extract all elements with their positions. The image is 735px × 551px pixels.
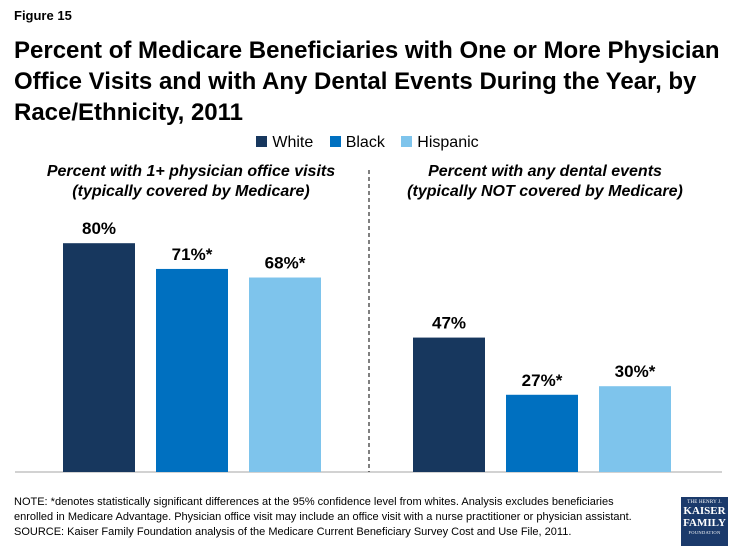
legend-label-white: White <box>272 134 314 151</box>
bar-office-visits-hispanic <box>249 277 321 472</box>
footnote-line2: enrolled in Medicare Advantage. Physicia… <box>14 511 632 523</box>
data-label-office-visits-black: 71%* <box>172 245 213 264</box>
legend-label-hispanic: Hispanic <box>417 134 479 151</box>
data-label-office-visits-white: 80% <box>82 219 116 238</box>
legend-label-black: Black <box>345 134 385 151</box>
bar-dental-white <box>413 337 485 472</box>
footnote: NOTE: *denotes statistically significant… <box>14 495 674 540</box>
legend-item-white: White <box>256 134 313 152</box>
left-panel-title: Percent with 1+ physician office visits … <box>16 162 366 202</box>
right-panel-title-line2: (typically NOT covered by Medicare) <box>407 183 683 200</box>
logo-line3: FAMILY <box>683 517 726 529</box>
data-label-dental-white: 47% <box>432 314 466 333</box>
bar-dental-hispanic <box>599 386 671 472</box>
legend-swatch-hispanic <box>401 136 413 147</box>
legend-item-black: Black <box>329 134 385 152</box>
bar-office-visits-white <box>63 243 135 472</box>
legend-item-hispanic: Hispanic <box>401 134 479 152</box>
right-panel-title: Percent with any dental events (typicall… <box>370 162 720 202</box>
right-panel-title-line1: Percent with any dental events <box>428 163 662 180</box>
legend-swatch-black <box>329 136 341 147</box>
footnote-line1: NOTE: *denotes statistically significant… <box>14 496 614 508</box>
data-label-office-visits-hispanic: 68%* <box>265 254 306 273</box>
bar-office-visits-black <box>156 268 228 472</box>
bar-dental-black <box>506 394 578 472</box>
figure-label: Figure 15 <box>14 8 72 23</box>
logo-line1: THE HENRY J. <box>687 500 722 505</box>
logo-line4: FOUNDATION <box>688 530 721 535</box>
chart-title: Percent of Medicare Beneficiaries with O… <box>14 37 720 126</box>
data-label-dental-black: 27%* <box>522 371 563 390</box>
bar-chart: 80% 71%* 68%* 47% 27%* 30%* <box>15 170 722 473</box>
footnote-source: SOURCE: Kaiser Family Foundation analysi… <box>14 526 572 538</box>
data-label-dental-hispanic: 30%* <box>615 362 656 381</box>
kff-logo: THE HENRY J. KAISER FAMILY FOUNDATION <box>681 497 728 546</box>
logo-line2: KAISER <box>683 505 726 517</box>
legend-swatch-white <box>256 136 268 147</box>
left-panel-title-line1: Percent with 1+ physician office visits <box>46 163 336 180</box>
legend: White Black Hispanic <box>0 134 735 152</box>
left-panel-title-line2: (typically covered by Medicare) <box>72 183 310 200</box>
